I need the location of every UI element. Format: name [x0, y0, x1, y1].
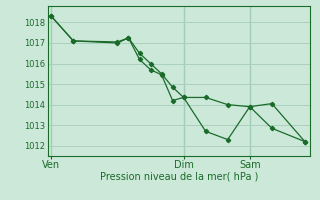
X-axis label: Pression niveau de la mer( hPa ): Pression niveau de la mer( hPa ) [100, 172, 258, 182]
